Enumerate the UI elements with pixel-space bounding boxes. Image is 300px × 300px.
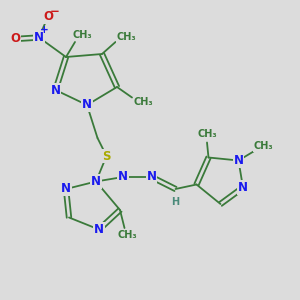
- Text: N: N: [146, 170, 157, 184]
- Text: CH₃: CH₃: [118, 230, 137, 241]
- Text: CH₃: CH₃: [73, 30, 92, 40]
- Text: N: N: [233, 154, 244, 167]
- Text: N: N: [94, 223, 104, 236]
- Text: N: N: [238, 181, 248, 194]
- Text: N: N: [50, 83, 61, 97]
- Text: H: H: [171, 196, 180, 207]
- Text: −: −: [50, 4, 59, 18]
- Text: N: N: [61, 182, 71, 196]
- Text: +: +: [40, 25, 49, 35]
- Text: N: N: [34, 31, 44, 44]
- Text: CH₃: CH₃: [253, 141, 273, 151]
- Text: N: N: [82, 98, 92, 112]
- Text: O: O: [10, 32, 20, 46]
- Text: S: S: [102, 149, 111, 163]
- Text: O: O: [43, 10, 53, 23]
- Text: CH₃: CH₃: [134, 97, 153, 107]
- Text: N: N: [91, 175, 101, 188]
- Text: CH₃: CH₃: [197, 129, 217, 139]
- Text: CH₃: CH₃: [117, 32, 136, 43]
- Text: N: N: [118, 170, 128, 184]
